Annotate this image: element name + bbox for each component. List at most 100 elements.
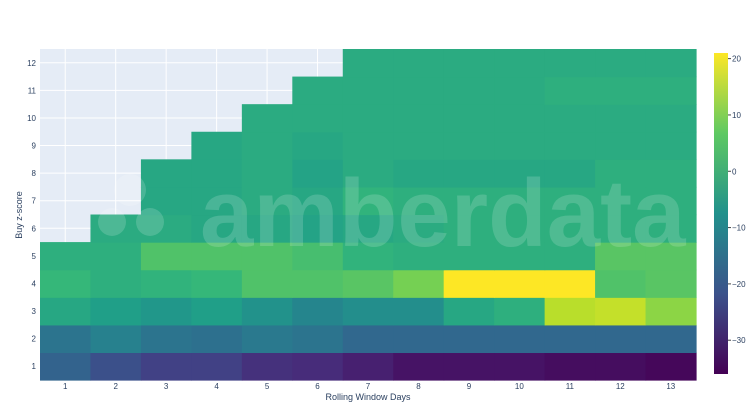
- heatmap-cell[interactable]: [342, 269, 394, 298]
- heatmap-cell[interactable]: [342, 49, 394, 78]
- heatmap-cell[interactable]: [393, 186, 445, 216]
- heatmap-cell[interactable]: [544, 131, 596, 160]
- heatmap-cell[interactable]: [191, 159, 243, 188]
- heatmap-cell[interactable]: [140, 159, 192, 188]
- heatmap-cell[interactable]: [544, 49, 596, 78]
- heatmap-cell[interactable]: [544, 297, 596, 326]
- heatmap-cell[interactable]: [393, 269, 445, 298]
- heatmap-cell[interactable]: [544, 269, 596, 298]
- heatmap-cell[interactable]: [342, 104, 394, 133]
- heatmap-cell[interactable]: [544, 104, 596, 133]
- heatmap-cell[interactable]: [645, 131, 697, 160]
- heatmap-cell[interactable]: [544, 242, 596, 271]
- heatmap-cell[interactable]: [544, 159, 596, 188]
- heatmap-cell[interactable]: [342, 324, 394, 354]
- heatmap-cell[interactable]: [443, 76, 495, 105]
- heatmap-cell[interactable]: [292, 214, 344, 243]
- heatmap-cell[interactable]: [595, 104, 647, 133]
- heatmap-cell[interactable]: [494, 352, 546, 381]
- heatmap-cell[interactable]: [292, 242, 344, 271]
- heatmap-cells[interactable]: [40, 49, 697, 381]
- heatmap-cell[interactable]: [393, 76, 445, 105]
- heatmap-cell[interactable]: [292, 76, 344, 105]
- heatmap-cell[interactable]: [241, 186, 293, 216]
- heatmap-cell[interactable]: [595, 324, 647, 354]
- heatmap-cell[interactable]: [595, 242, 647, 271]
- heatmap-cell[interactable]: [443, 242, 495, 271]
- heatmap-cell[interactable]: [443, 214, 495, 243]
- heatmap-cell[interactable]: [393, 104, 445, 133]
- heatmap-cell[interactable]: [40, 269, 92, 298]
- heatmap-cell[interactable]: [645, 269, 697, 298]
- heatmap-cell[interactable]: [393, 214, 445, 243]
- heatmap-cell[interactable]: [191, 131, 243, 160]
- heatmap-cell[interactable]: [443, 324, 495, 354]
- heatmap-cell[interactable]: [342, 186, 394, 216]
- heatmap-cell[interactable]: [191, 324, 243, 354]
- heatmap-cell[interactable]: [40, 324, 92, 354]
- heatmap-cell[interactable]: [191, 352, 243, 381]
- heatmap-cell[interactable]: [544, 186, 596, 216]
- heatmap-cell[interactable]: [645, 49, 697, 78]
- heatmap-cell[interactable]: [645, 352, 697, 381]
- heatmap-cell[interactable]: [342, 242, 394, 271]
- heatmap-cell[interactable]: [241, 214, 293, 243]
- heatmap-cell[interactable]: [40, 297, 92, 326]
- heatmap-cell[interactable]: [292, 159, 344, 188]
- heatmap-cell[interactable]: [443, 131, 495, 160]
- heatmap-cell[interactable]: [494, 104, 546, 133]
- heatmap-cell[interactable]: [140, 186, 192, 216]
- heatmap-cell[interactable]: [494, 186, 546, 216]
- heatmap-cell[interactable]: [342, 76, 394, 105]
- heatmap-cell[interactable]: [90, 242, 142, 271]
- heatmap-cell[interactable]: [140, 324, 192, 354]
- heatmap-cell[interactable]: [393, 352, 445, 381]
- heatmap-cell[interactable]: [292, 352, 344, 381]
- heatmap-cell[interactable]: [595, 76, 647, 105]
- heatmap-cell[interactable]: [191, 186, 243, 216]
- heatmap-cell[interactable]: [90, 269, 142, 298]
- heatmap-cell[interactable]: [140, 297, 192, 326]
- heatmap-cell[interactable]: [292, 131, 344, 160]
- heatmap-cell[interactable]: [342, 352, 394, 381]
- heatmap-cell[interactable]: [645, 297, 697, 326]
- heatmap-cell[interactable]: [443, 104, 495, 133]
- heatmap-cell[interactable]: [645, 159, 697, 188]
- heatmap-cell[interactable]: [595, 297, 647, 326]
- heatmap-cell[interactable]: [595, 214, 647, 243]
- heatmap-cell[interactable]: [140, 352, 192, 381]
- heatmap-cell[interactable]: [595, 352, 647, 381]
- heatmap-cell[interactable]: [645, 186, 697, 216]
- heatmap-cell[interactable]: [393, 242, 445, 271]
- heatmap-cell[interactable]: [191, 214, 243, 243]
- heatmap-cell[interactable]: [40, 352, 92, 381]
- heatmap-cell[interactable]: [494, 324, 546, 354]
- heatmap-cell[interactable]: [443, 186, 495, 216]
- heatmap-cell[interactable]: [40, 242, 92, 271]
- heatmap-cell[interactable]: [645, 214, 697, 243]
- heatmap-cell[interactable]: [443, 269, 495, 298]
- heatmap-cell[interactable]: [595, 159, 647, 188]
- heatmap-cell[interactable]: [443, 352, 495, 381]
- heatmap-cell[interactable]: [241, 297, 293, 326]
- heatmap-cell[interactable]: [645, 76, 697, 105]
- heatmap-cell[interactable]: [393, 159, 445, 188]
- heatmap-cell[interactable]: [241, 269, 293, 298]
- heatmap-cell[interactable]: [544, 214, 596, 243]
- heatmap-cell[interactable]: [544, 76, 596, 105]
- heatmap-cell[interactable]: [393, 49, 445, 78]
- heatmap-cell[interactable]: [494, 131, 546, 160]
- heatmap-cell[interactable]: [494, 49, 546, 78]
- heatmap-cell[interactable]: [90, 352, 142, 381]
- heatmap-cell[interactable]: [544, 324, 596, 354]
- heatmap-cell[interactable]: [393, 297, 445, 326]
- heatmap-cell[interactable]: [443, 297, 495, 326]
- heatmap-cell[interactable]: [595, 49, 647, 78]
- heatmap-cell[interactable]: [292, 297, 344, 326]
- heatmap-cell[interactable]: [494, 159, 546, 188]
- heatmap-cell[interactable]: [191, 297, 243, 326]
- heatmap-cell[interactable]: [494, 214, 546, 243]
- heatmap-cell[interactable]: [90, 297, 142, 326]
- heatmap-cell[interactable]: [645, 104, 697, 133]
- heatmap-cell[interactable]: [595, 186, 647, 216]
